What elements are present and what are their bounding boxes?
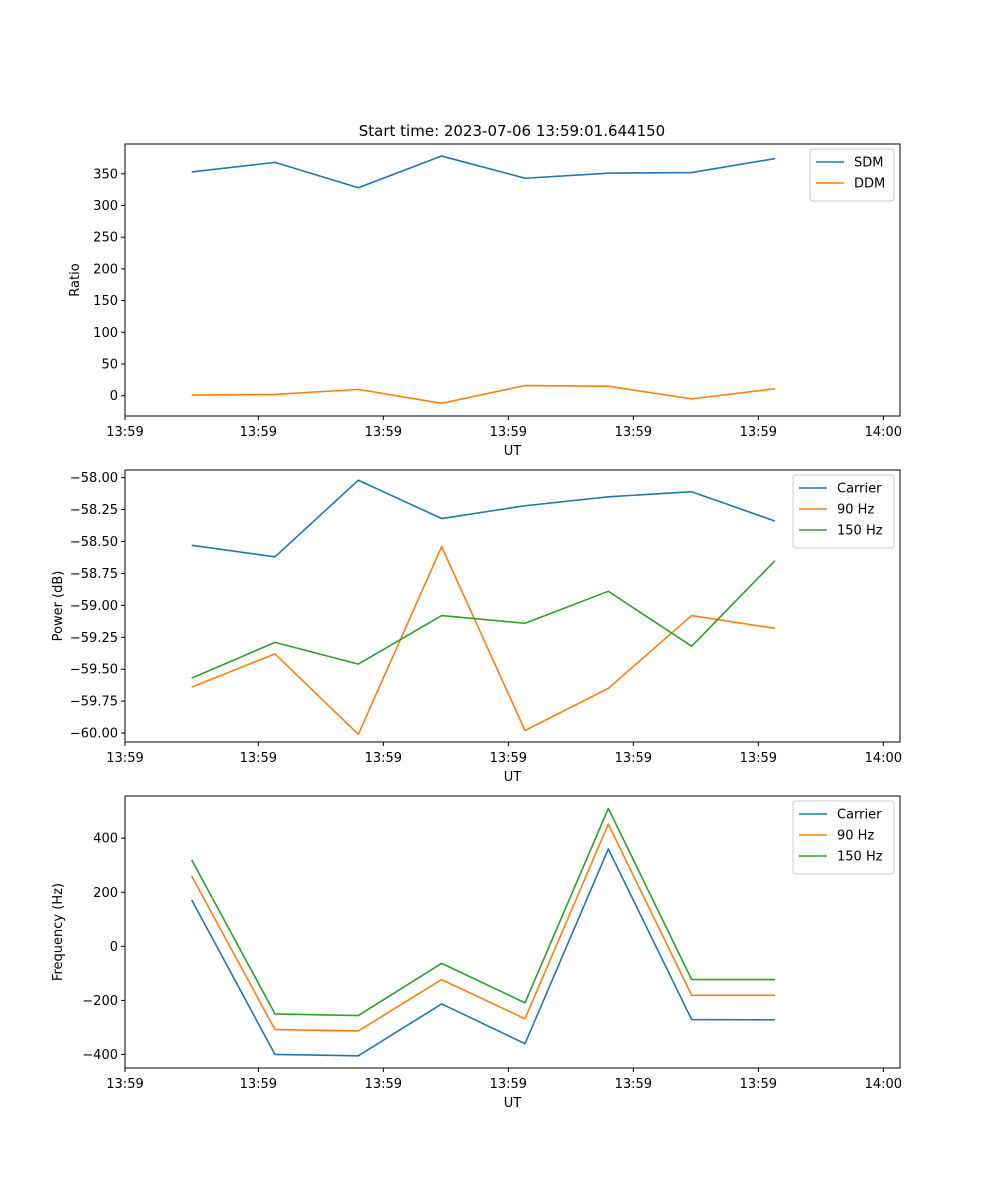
legend-label: 150 Hz xyxy=(837,524,883,539)
x-tick-label: 13:59 xyxy=(740,425,777,440)
x-tick-label: 14:00 xyxy=(865,1077,902,1092)
axes-frame xyxy=(124,795,901,1069)
x-axis-label: UT xyxy=(504,1096,522,1111)
x-tick-label: 13:59 xyxy=(365,751,402,766)
y-tick-label: −60.00 xyxy=(70,727,118,742)
x-tick-label: 13:59 xyxy=(490,1077,527,1092)
plot-area xyxy=(125,796,900,1068)
legend-label: DDM xyxy=(854,177,885,192)
y-tick-label: −58.50 xyxy=(70,535,118,550)
y-tick-label: 350 xyxy=(93,167,118,182)
x-axis-label: UT xyxy=(504,770,522,785)
y-tick-label: −58.00 xyxy=(70,471,118,486)
x-tick-label: 13:59 xyxy=(365,1077,402,1092)
x-tick-label: 13:59 xyxy=(490,751,527,766)
chart-panel-1: 13:59 13:59 13:59 13:59 13:59 13:59 14:00 0 50 10… xyxy=(68,143,902,459)
x-tick-label: 13:59 xyxy=(490,425,527,440)
y-tick-label: 400 xyxy=(93,832,118,847)
legend: Carrier 90 Hz 150 Hz xyxy=(792,474,895,549)
series-line-150-hz xyxy=(190,807,775,1017)
series-line-90-hz xyxy=(190,823,775,1032)
series-line-sdm xyxy=(191,155,776,189)
y-tick-label: −59.00 xyxy=(70,599,118,614)
x-tick-label: 13:59 xyxy=(740,751,777,766)
y-tick-label: 200 xyxy=(93,886,118,901)
series-line-carrier xyxy=(190,848,776,1057)
y-tick-label: −58.25 xyxy=(70,503,118,518)
y-tick-label: 50 xyxy=(101,358,118,373)
legend-label: Carrier xyxy=(837,808,882,823)
x-tick-label: 14:00 xyxy=(865,751,902,766)
series-line-90-hz xyxy=(191,545,776,736)
y-tick-label: 300 xyxy=(93,199,118,214)
chart-panel-2: 13:59 13:59 13:59 13:59 13:59 13:59 14:00 −60.0… xyxy=(51,469,902,785)
y-tick-label: 250 xyxy=(93,231,118,246)
x-tick-label: 13:59 xyxy=(615,751,652,766)
y-tick-label: 0 xyxy=(110,940,118,955)
y-tick-label: −59.25 xyxy=(70,631,118,646)
y-tick-label: −59.75 xyxy=(70,695,118,710)
x-tick-label: 13:59 xyxy=(615,1077,652,1092)
x-axis-label: UT xyxy=(504,444,522,459)
x-tick-label: 13:59 xyxy=(740,1077,777,1092)
legend: Carrier 90 Hz 150 Hz xyxy=(792,800,895,875)
legend-label: Carrier xyxy=(837,482,882,497)
y-tick-label: 150 xyxy=(93,294,118,309)
x-tick-label: 13:59 xyxy=(365,425,402,440)
plot-area xyxy=(125,144,900,416)
x-tick-label: 13:59 xyxy=(240,425,277,440)
y-axis-label: Frequency (Hz) xyxy=(51,883,66,981)
axes-frame xyxy=(124,469,901,743)
legend-label: 90 Hz xyxy=(837,829,874,844)
x-tick-label: 13:59 xyxy=(615,425,652,440)
x-tick-label: 13:59 xyxy=(106,751,143,766)
x-tick-label: 14:00 xyxy=(865,425,902,440)
y-tick-label: 0 xyxy=(110,389,118,404)
y-axis-label: Ratio xyxy=(68,263,83,296)
x-tick-label: 13:59 xyxy=(240,1077,277,1092)
legend-label: SDM xyxy=(854,156,883,171)
y-tick-label: 100 xyxy=(93,326,118,341)
chart-panel-3: 13:59 13:59 13:59 13:59 13:59 13:59 14:00 −400 −… xyxy=(51,795,902,1111)
y-tick-label: −58.75 xyxy=(70,567,118,582)
legend-label: 90 Hz xyxy=(837,503,874,518)
plot-area xyxy=(125,470,900,742)
y-tick-label: −400 xyxy=(82,1048,118,1063)
x-tick-label: 13:59 xyxy=(106,425,143,440)
y-axis-label: Power (dB) xyxy=(51,571,66,642)
figure-title: Start time: 2023-07-06 13:59:01.644150 xyxy=(359,122,665,140)
y-tick-label: −200 xyxy=(82,994,118,1009)
y-tick-label: −59.50 xyxy=(70,663,118,678)
legend: SDM DDM xyxy=(809,148,895,202)
x-tick-label: 13:59 xyxy=(106,1077,143,1092)
series-line-150-hz xyxy=(191,560,776,679)
legend-label: 150 Hz xyxy=(837,850,883,865)
x-tick-label: 13:59 xyxy=(240,751,277,766)
chart-panels: 13:59 13:59 13:59 13:59 13:59 13:59 14:00 0 50 10… xyxy=(51,143,902,1111)
axes-frame xyxy=(124,143,901,417)
series-line-ddm xyxy=(191,384,776,405)
series-line-carrier xyxy=(191,479,776,558)
y-tick-label: 200 xyxy=(93,262,118,277)
